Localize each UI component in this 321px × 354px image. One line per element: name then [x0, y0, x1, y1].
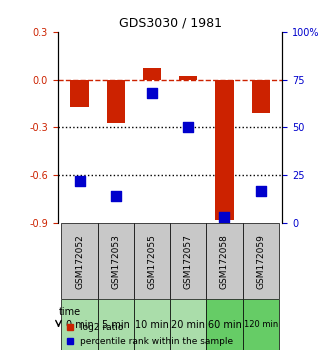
Text: GSM172059: GSM172059: [256, 234, 265, 289]
Text: GSM172052: GSM172052: [75, 234, 84, 289]
FancyBboxPatch shape: [61, 223, 98, 299]
FancyBboxPatch shape: [206, 299, 243, 350]
Legend: log2 ratio, percentile rank within the sample: log2 ratio, percentile rank within the s…: [62, 320, 237, 349]
Bar: [215, 80, 234, 220]
Bar: [143, 68, 161, 80]
Point: [150, 90, 155, 96]
Title: GDS3030 / 1981: GDS3030 / 1981: [119, 16, 221, 29]
Bar: [179, 76, 197, 80]
FancyBboxPatch shape: [170, 299, 206, 350]
Text: 10 min: 10 min: [135, 320, 169, 330]
Point: [77, 178, 82, 184]
FancyBboxPatch shape: [243, 299, 279, 350]
Text: GSM172053: GSM172053: [111, 234, 120, 289]
Text: 120 min: 120 min: [244, 320, 278, 330]
FancyBboxPatch shape: [170, 223, 206, 299]
Point: [222, 215, 227, 220]
Point: [258, 188, 263, 193]
Text: 0 min: 0 min: [66, 320, 93, 330]
Text: time: time: [58, 307, 81, 317]
FancyBboxPatch shape: [243, 223, 279, 299]
FancyBboxPatch shape: [134, 299, 170, 350]
FancyBboxPatch shape: [134, 223, 170, 299]
Text: GSM172055: GSM172055: [148, 234, 157, 289]
Text: GSM172057: GSM172057: [184, 234, 193, 289]
Text: 60 min: 60 min: [208, 320, 241, 330]
FancyBboxPatch shape: [98, 299, 134, 350]
Bar: [71, 80, 89, 107]
FancyBboxPatch shape: [61, 299, 98, 350]
Bar: [107, 80, 125, 122]
Bar: [252, 80, 270, 113]
Text: 5 min: 5 min: [102, 320, 130, 330]
Text: 20 min: 20 min: [171, 320, 205, 330]
FancyBboxPatch shape: [206, 223, 243, 299]
Point: [186, 125, 191, 130]
FancyBboxPatch shape: [98, 223, 134, 299]
Point: [113, 193, 118, 199]
Text: GSM172058: GSM172058: [220, 234, 229, 289]
